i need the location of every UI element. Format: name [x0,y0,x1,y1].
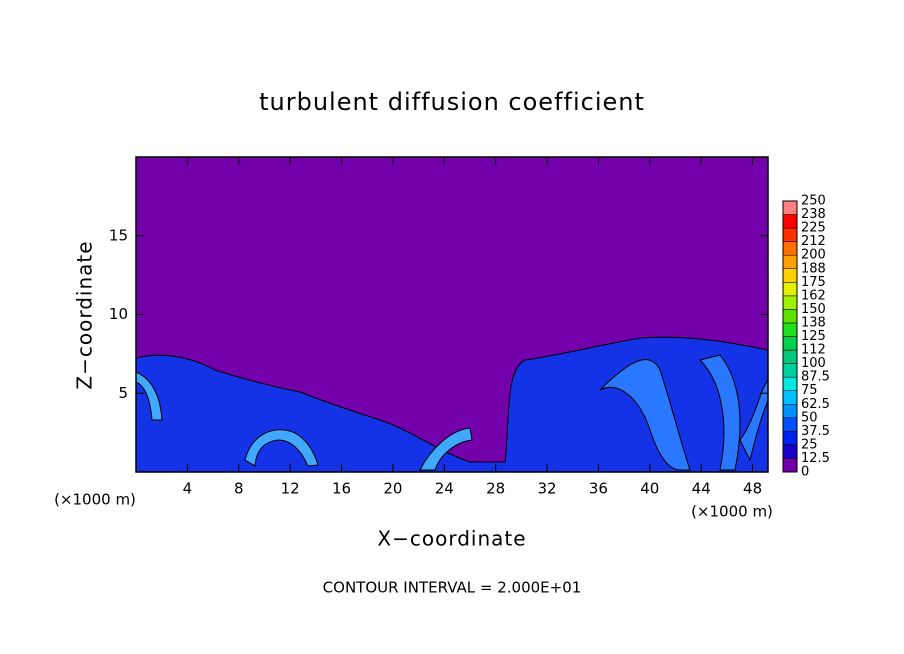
x-tick-label: 32 [538,480,557,498]
x-tick-label: 36 [589,480,608,498]
colorbar-bin [782,404,798,419]
colorbar-label: 162 [801,288,826,303]
chart-title: turbulent diffusion coefficient [259,88,645,116]
colorbar-label: 212 [801,234,826,249]
field [135,157,769,473]
colorbar-label: 138 [801,315,826,330]
footnote: CONTOUR INTERVAL = 2.000E+01 [323,579,582,597]
colorbar-label: 150 [801,302,826,317]
colorbar-bin [782,282,798,297]
x-unit-left: (×1000 m) [54,491,136,509]
colorbar-label: 175 [801,275,826,290]
x-tick-label: 8 [234,480,244,498]
colorbar-label: 75 [801,383,818,398]
x-tick-label: 44 [692,480,711,498]
colorbar-bin [782,444,798,459]
colorbar-bin [782,390,798,405]
field-highlights [135,371,473,471]
colorbar-label: 100 [801,356,826,371]
colorbar-bin [782,241,798,256]
colorbar-bin [782,349,798,364]
colorbar-label: 200 [801,248,826,263]
x-tick-label: 16 [332,480,351,498]
colorbar-bin [782,227,798,242]
x-axis-label: X−coordinate [377,527,526,551]
x-tick-label: 12 [281,480,300,498]
colorbar-frame [782,200,798,473]
colorbar-label: 238 [801,207,826,222]
colorbar-bin [782,200,798,215]
colorbar-bin [782,214,798,229]
colorbar-label: 87.5 [801,370,830,385]
x-unit-right: (×1000 m) [691,503,773,521]
colorbar-bin [782,458,798,473]
colorbar-bin [782,336,798,351]
colorbar-label: 112 [801,343,826,358]
y-tick-label: 10 [109,305,128,323]
colorbar-label: 0 [801,465,809,480]
colorbar-label: 62.5 [801,397,830,412]
colorbar-bin [782,268,798,283]
colorbar-label: 12.5 [801,451,830,466]
colorbar-bin [782,431,798,446]
x-tick-label: 4 [183,480,193,498]
colorbar-label: 37.5 [801,424,830,439]
colorbar-bin [782,254,798,269]
colorbar-bin [782,417,798,432]
colorbar-bin [782,309,798,324]
colorbar-bin [782,376,798,391]
x-tick-label: 24 [435,480,454,498]
colorbar-bin [782,322,798,337]
colorbar-label: 50 [801,410,818,425]
colorbar-label: 225 [801,221,826,236]
colorbar-label: 125 [801,329,826,344]
colorbar-bin [782,363,798,378]
x-tick-label: 40 [640,480,659,498]
x-tick-label: 48 [743,480,762,498]
y-tick-label: 5 [118,384,128,402]
colorbar-label: 250 [801,194,826,209]
colorbar-bin [782,295,798,310]
y-tick-label: 15 [109,226,128,244]
colorbar-label: 25 [801,437,818,452]
colorbar-label: 188 [801,261,826,276]
y-axis-label: Z−coordinate [73,240,97,389]
x-tick-label: 28 [486,480,505,498]
x-tick-label: 20 [383,480,402,498]
